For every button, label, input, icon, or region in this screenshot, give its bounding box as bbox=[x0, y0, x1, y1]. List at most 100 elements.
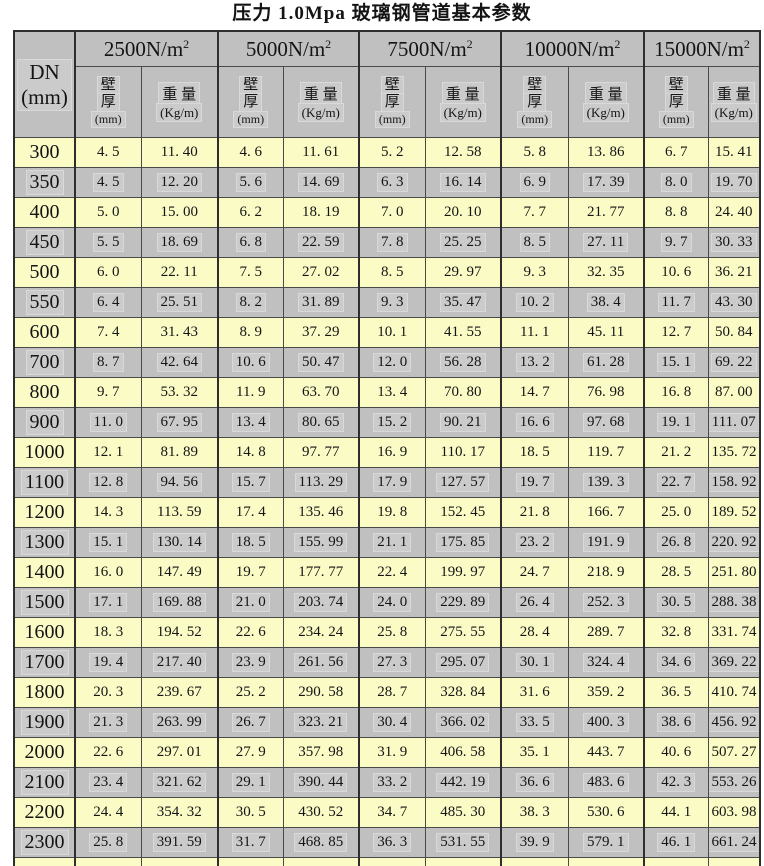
cell-value: 359. 2 bbox=[587, 684, 625, 700]
weight-cell: 324. 4 bbox=[567, 647, 645, 678]
weight-cell: 400. 3 bbox=[567, 707, 645, 738]
column-group-header: 2500N/m2 bbox=[74, 30, 219, 67]
empty-cell bbox=[707, 857, 761, 866]
cell-value: 111. 07 bbox=[709, 413, 759, 432]
thickness-cell: 6. 8 bbox=[217, 227, 284, 258]
sub-header-row: 壁厚 (mm) 重 量 (Kg/m) 壁厚 (mm) 重 量 (Kg/m) 壁厚 (mm) 重 量(… bbox=[14, 66, 761, 138]
thickness-cell: 31. 9 bbox=[358, 737, 426, 768]
cell-value: 23. 2 bbox=[515, 533, 554, 552]
thickness-cell: 28. 4 bbox=[500, 617, 569, 648]
cell-value: 430. 52 bbox=[298, 804, 344, 820]
cell-value: 485. 30 bbox=[440, 804, 486, 820]
cell-value: 11. 1 bbox=[520, 324, 550, 340]
weight-cell: 30. 33 bbox=[707, 227, 761, 258]
column-group-header: 7500N/m2 bbox=[358, 30, 502, 67]
dn-value: 1700 bbox=[20, 650, 69, 675]
weight-cell: 25. 25 bbox=[424, 227, 502, 258]
weight-cell: 553. 26 bbox=[707, 767, 761, 798]
thickness-cell: 8. 0 bbox=[643, 167, 709, 198]
cell-value: 5. 5 bbox=[93, 233, 124, 252]
cell-value: 29. 97 bbox=[444, 264, 482, 280]
weight-cell: 189. 52 bbox=[707, 497, 761, 528]
thickness-cell: 17. 9 bbox=[358, 467, 426, 498]
thickness-cell: 21. 0 bbox=[217, 587, 284, 618]
cell-value: 12. 7 bbox=[661, 324, 692, 340]
weight-cell: 661. 24 bbox=[707, 827, 761, 858]
thickness-cell: 25. 2 bbox=[217, 677, 284, 708]
dn-cell: 1000 bbox=[13, 437, 76, 468]
dn-cell: 550 bbox=[13, 287, 76, 318]
thickness-header-unit: (mm) bbox=[90, 110, 126, 128]
weight-cell: 530. 6 bbox=[567, 797, 645, 828]
cell-value: 290. 58 bbox=[298, 684, 344, 700]
cell-value: 251. 80 bbox=[711, 564, 757, 580]
thickness-cell: 29. 1 bbox=[217, 767, 284, 798]
table-row: 2200 24. 4 354. 32 30. 5 430. 52 34. 7 485. 30… bbox=[13, 797, 761, 828]
cell-value: 35. 47 bbox=[440, 293, 486, 312]
thickness-cell: 31. 6 bbox=[500, 677, 569, 708]
weight-cell: 76. 98 bbox=[567, 377, 645, 408]
cell-value: 81. 89 bbox=[160, 444, 199, 460]
dn-column-header: DN (mm) bbox=[13, 30, 76, 138]
dn-cell: 900 bbox=[13, 407, 76, 438]
weight-cell: 13. 86 bbox=[567, 137, 645, 168]
cell-value: 14. 3 bbox=[93, 504, 124, 520]
cell-value: 14. 69 bbox=[298, 173, 344, 192]
thickness-cell: 30. 1 bbox=[500, 647, 569, 678]
cell-value: 50. 47 bbox=[298, 353, 344, 372]
cell-value: 30. 33 bbox=[711, 233, 757, 252]
table-row: 600 7. 4 31. 43 8. 9 37. 29 10. 1 41. 55 11. 1 4… bbox=[13, 317, 761, 348]
cell-value: 36. 6 bbox=[515, 773, 554, 792]
table-row: 1500 17. 1 169. 88 21. 0 203. 74 24. 0 229. 89… bbox=[13, 587, 761, 618]
thickness-cell: 11. 0 bbox=[74, 407, 142, 438]
weight-cell: 25. 51 bbox=[140, 287, 219, 318]
thickness-cell: 27. 3 bbox=[358, 647, 426, 678]
weight-header: 重 量 (Kg/m) bbox=[282, 66, 360, 138]
cell-value: 29. 1 bbox=[231, 773, 270, 792]
cell-value: 34. 6 bbox=[657, 653, 696, 672]
weight-cell: 152. 45 bbox=[424, 497, 502, 528]
thickness-cell: 8. 5 bbox=[358, 257, 426, 288]
thickness-cell: 16. 9 bbox=[358, 437, 426, 468]
cell-value: 252. 3 bbox=[583, 593, 629, 612]
weight-header-unit: (Kg/m) bbox=[710, 102, 757, 122]
thickness-cell: 38. 3 bbox=[500, 797, 569, 828]
weight-header-unit: (Kg/m) bbox=[297, 102, 344, 122]
cell-value: 27. 11 bbox=[583, 233, 629, 252]
column-group-header: 5000N/m2 bbox=[217, 30, 360, 67]
cell-value: 456. 92 bbox=[709, 713, 759, 732]
weight-cell: 328. 84 bbox=[424, 677, 502, 708]
weight-header-label: 重 量 bbox=[584, 81, 627, 105]
thickness-cell: 18. 5 bbox=[500, 437, 569, 468]
column-group-header: 10000N/m2 bbox=[500, 30, 645, 67]
cell-value: 4. 6 bbox=[239, 144, 263, 160]
cell-value: 5. 2 bbox=[381, 144, 404, 160]
cell-value: 4. 5 bbox=[97, 144, 120, 160]
thickness-cell: 7. 8 bbox=[358, 227, 426, 258]
thickness-cell: 26. 7 bbox=[217, 707, 284, 738]
weight-cell: 321. 62 bbox=[140, 767, 219, 798]
cell-value: 19. 4 bbox=[89, 653, 128, 672]
cell-value: 30. 1 bbox=[515, 653, 554, 672]
cell-value: 15. 1 bbox=[89, 533, 128, 552]
weight-cell: 531. 55 bbox=[424, 827, 502, 858]
weight-cell: 483. 6 bbox=[567, 767, 645, 798]
cell-value: 17. 9 bbox=[373, 473, 412, 492]
thickness-cell: 21. 1 bbox=[358, 527, 426, 558]
table-row: 400 5. 0 15. 00 6. 2 18. 19 7. 0 20. 10 7. 7 21.… bbox=[13, 197, 761, 228]
cell-value: 70. 80 bbox=[444, 384, 482, 400]
cell-value: 12. 1 bbox=[93, 444, 124, 460]
thickness-cell: 24. 0 bbox=[358, 587, 426, 618]
weight-cell: 234. 24 bbox=[282, 617, 360, 648]
group-exponent: 2 bbox=[183, 36, 190, 51]
thickness-cell: 25. 0 bbox=[643, 497, 709, 528]
weight-cell: 19. 70 bbox=[707, 167, 761, 198]
cell-value: 7. 8 bbox=[377, 233, 408, 252]
thickness-cell: 20. 3 bbox=[74, 677, 142, 708]
weight-cell: 11. 40 bbox=[140, 137, 219, 168]
thickness-cell: 22. 4 bbox=[358, 557, 426, 588]
weight-cell: 11. 61 bbox=[282, 137, 360, 168]
weight-cell: 579. 1 bbox=[567, 827, 645, 858]
cell-value: 25. 2 bbox=[235, 684, 266, 700]
cell-value: 36. 3 bbox=[373, 833, 412, 852]
